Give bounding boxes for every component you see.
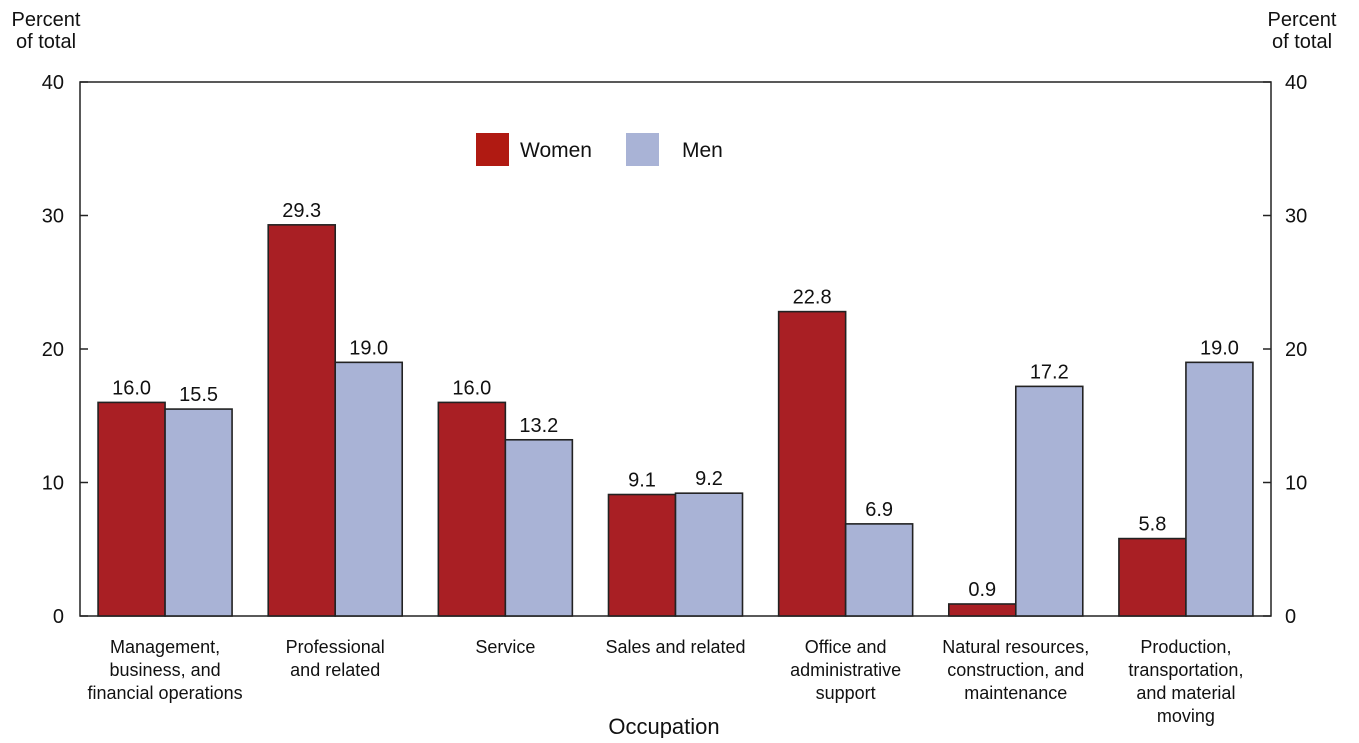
data-label-men-1: 15.5: [179, 384, 218, 406]
data-label-women-2: 29.3: [282, 200, 321, 222]
x-tick-label-3: Service: [475, 637, 535, 657]
bar-men-2: [334, 361, 404, 617]
legend-swatch-women: [476, 133, 509, 166]
bar-women-2: [267, 224, 337, 617]
bar-women-5: [777, 310, 847, 617]
y-tick-label-right: 10: [1285, 473, 1307, 495]
y-tick-label-right: 0: [1285, 606, 1296, 628]
bar-women-1: [97, 401, 166, 617]
x-tick-label-5-line-3: support: [816, 683, 876, 703]
bar-women-6: [947, 603, 1017, 617]
data-label-men-7: 19.0: [1200, 337, 1239, 359]
bar-men-4: [674, 492, 744, 617]
x-tick-label-6-line-2: construction, and: [947, 660, 1084, 680]
y-tick-label-right: 40: [1285, 72, 1307, 94]
y-tick-label-left: 30: [42, 206, 64, 228]
x-tick-label-5: Office and administrative support: [790, 637, 901, 703]
x-tick-label-6-line-3: maintenance: [964, 683, 1067, 703]
x-tick-label-7: Production, transportation, and material mo…: [1128, 637, 1243, 726]
legend-swatch-men: [626, 133, 659, 166]
data-label-women-3: 16.0: [452, 377, 491, 399]
bars-layer: [97, 224, 1254, 617]
data-label-women-4: 9.1: [628, 470, 656, 492]
x-tick-label-1-line-3: financial operations: [88, 683, 243, 703]
bar-women-4: [607, 493, 677, 617]
data-label-men-4: 9.2: [695, 468, 723, 490]
y-axis-title-right-line-1: Percent: [1268, 9, 1337, 31]
bar-men-7: [1185, 361, 1254, 617]
legend-label-women: Women: [520, 139, 592, 162]
x-tick-label-5-line-1: Office and: [805, 637, 887, 657]
x-tick-label-7-line-1: Production,: [1140, 637, 1231, 657]
y-tick-label-right: 30: [1285, 206, 1307, 228]
x-tick-label-7-line-4: moving: [1157, 706, 1215, 726]
bar-women-3: [437, 401, 507, 617]
x-tick-label-1-line-1: Management,: [110, 637, 220, 657]
y-axis-title-left-line-1: Percent: [12, 9, 81, 31]
data-label-women-5: 22.8: [793, 287, 832, 309]
x-tick-label-3-line-1: Service: [475, 637, 535, 657]
y-tick-label-left: 20: [42, 339, 64, 361]
bar-women-7: [1118, 537, 1187, 617]
x-tick-label-7-line-2: transportation,: [1128, 660, 1243, 680]
data-label-men-6: 17.2: [1030, 361, 1069, 383]
bar-men-1: [164, 408, 233, 617]
x-tick-label-2-line-1: Professional: [286, 637, 385, 657]
y-axis-title-left: Percent of total: [12, 9, 81, 53]
x-tick-label-6: Natural resources, construction, and maint…: [942, 637, 1089, 703]
x-tick-label-7-line-3: and material: [1136, 683, 1235, 703]
x-axis-title: Occupation: [608, 714, 719, 738]
data-label-women-7: 5.8: [1139, 514, 1167, 536]
data-label-women-1: 16.0: [112, 377, 151, 399]
y-axis-title-right: Percent of total: [1268, 9, 1337, 53]
legend-label-men: Men: [682, 139, 723, 162]
y-axis-title-left-line-2: of total: [16, 31, 76, 53]
y-tick-label-left: 10: [42, 473, 64, 495]
bar-men-3: [504, 438, 574, 617]
y-tick-label-left: 40: [42, 72, 64, 94]
x-tick-label-1-line-2: business, and: [110, 660, 221, 680]
x-tick-label-5-line-2: administrative: [790, 660, 901, 680]
x-tick-label-4-line-1: Sales and related: [605, 637, 745, 657]
x-tick-label-1: Management, business, and financial operat…: [88, 637, 243, 703]
x-tick-label-2: Professional and related: [286, 637, 385, 680]
y-axis-title-right-line-2: of total: [1272, 31, 1332, 53]
x-tick-label-6-line-1: Natural resources,: [942, 637, 1089, 657]
data-label-men-3: 13.2: [519, 415, 558, 437]
x-tick-label-2-line-2: and related: [290, 660, 380, 680]
bar-men-6: [1014, 385, 1084, 617]
y-tick-label-right: 20: [1285, 339, 1307, 361]
data-label-women-6: 0.9: [968, 579, 996, 601]
legend: Women Men: [476, 133, 723, 166]
y-tick-label-left: 0: [53, 606, 64, 628]
x-tick-label-4: Sales and related: [605, 637, 745, 657]
data-label-men-5: 6.9: [865, 499, 893, 521]
data-label-men-2: 19.0: [349, 337, 388, 359]
bar-men-5: [844, 523, 914, 617]
